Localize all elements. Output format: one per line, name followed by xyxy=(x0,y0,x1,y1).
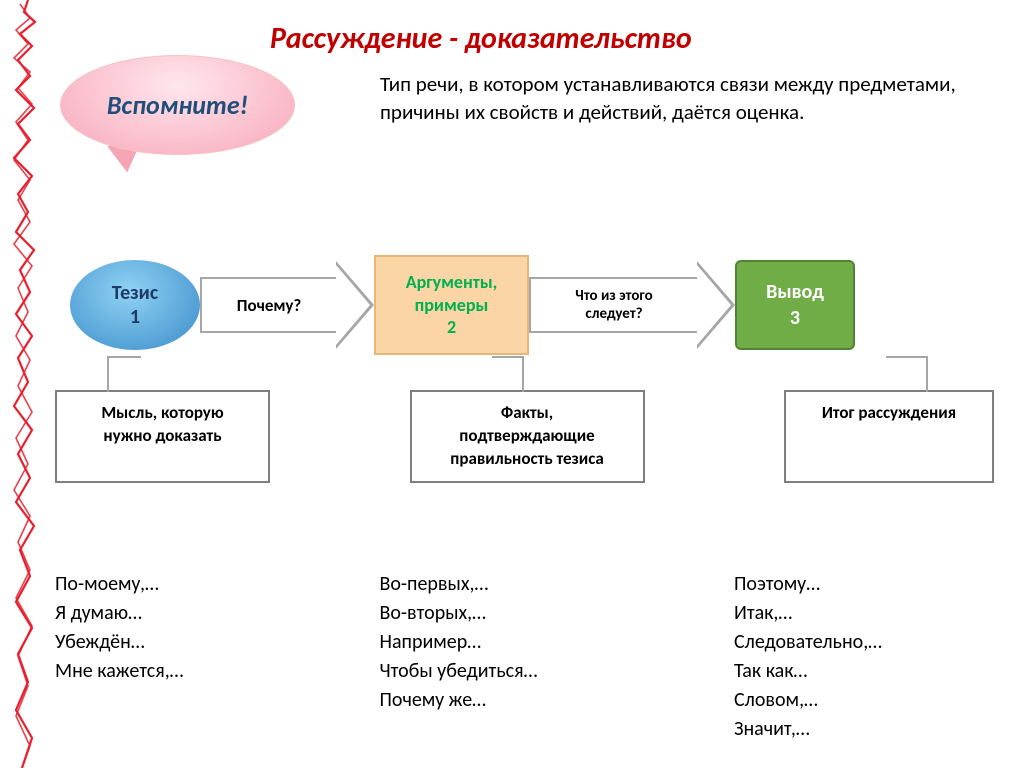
words-col-2: Во-первых,… Во-вторых,… Например… Чтобы … xyxy=(380,570,660,744)
words-col-3: Поэтому… Итак,… Следовательно,… Так как…… xyxy=(734,570,994,744)
callout-arguments: Факты, подтверждающие правильность тезис… xyxy=(410,390,645,483)
callout-row: Мысль, которую нужно доказать Факты, под… xyxy=(55,390,994,483)
node-thesis-line1: Тезис xyxy=(112,281,158,305)
callout-conclusion: Итог рассуждения xyxy=(784,390,994,483)
arrow-follows-label1: Что из этого xyxy=(575,287,652,305)
page-title: Рассуждение - доказательство xyxy=(270,20,994,57)
flow-row: Тезис 1 Почему? Аргументы, примеры 2 Что… xyxy=(70,255,1004,355)
speech-bubble-text: Вспомните! xyxy=(107,89,248,121)
arrow-why-label: Почему? xyxy=(200,277,336,333)
callout-thesis-line2: нужно доказать xyxy=(103,425,221,446)
callout-conclusion-line1: Итог рассуждения xyxy=(822,402,956,423)
words-col-1: По-моему,… Я думаю… Убеждён… Мне кажется… xyxy=(55,570,305,744)
node-arguments-line1: Аргументы, xyxy=(406,271,498,294)
callout-thesis: Мысль, которую нужно доказать xyxy=(55,390,270,483)
arrow-follows-label2: следует? xyxy=(585,305,642,323)
node-arguments-line2: примеры xyxy=(415,294,489,317)
node-conclusion-line2: 3 xyxy=(790,305,800,331)
callout-arguments-line3: правильность тезиса xyxy=(450,448,604,469)
words-row: По-моему,… Я думаю… Убеждён… Мне кажется… xyxy=(55,570,994,744)
definition-text: Тип речи, в котором устанавливаются связ… xyxy=(380,70,994,127)
callout-arguments-line1: Факты, xyxy=(501,402,553,423)
arrow-follows: Что из этого следует? xyxy=(529,261,735,349)
callout-thesis-line1: Мысль, которую xyxy=(101,402,223,423)
arrow-why: Почему? xyxy=(200,261,374,349)
callout-arguments-line2: подтверждающие xyxy=(459,425,594,446)
node-arguments-line3: 2 xyxy=(447,316,456,339)
node-conclusion-line1: Вывод xyxy=(766,279,824,305)
node-thesis: Тезис 1 xyxy=(70,260,200,350)
node-arguments: Аргументы, примеры 2 xyxy=(374,255,529,355)
decorative-scribble xyxy=(0,0,60,768)
node-conclusion: Вывод 3 xyxy=(735,260,855,350)
node-thesis-line2: 1 xyxy=(130,305,140,329)
speech-bubble: Вспомните! xyxy=(60,55,295,155)
